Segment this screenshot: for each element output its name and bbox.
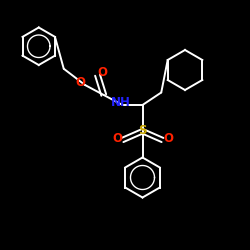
Text: O: O bbox=[97, 66, 107, 78]
Text: O: O bbox=[112, 132, 122, 145]
Text: NH: NH bbox=[111, 96, 131, 108]
Text: S: S bbox=[138, 124, 147, 137]
Text: O: O bbox=[76, 76, 86, 90]
Text: O: O bbox=[163, 132, 173, 145]
